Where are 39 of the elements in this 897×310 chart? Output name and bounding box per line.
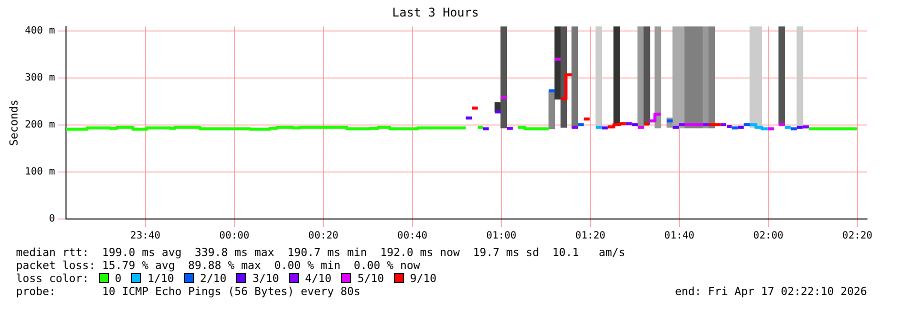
bar — [644, 26, 650, 125]
legend-label: 5/10 — [357, 272, 384, 285]
y-tick-label: 0 — [48, 214, 55, 225]
x-tick-label: 00:20 — [308, 230, 338, 242]
legend-label: 3/10 — [252, 272, 279, 285]
legend-label: 0 — [114, 272, 122, 285]
x-tick-label: 02:20 — [842, 230, 872, 242]
bar — [572, 26, 578, 128]
chart-title: Last 3 Hours — [392, 5, 479, 20]
x-tick-label: 23:40 — [130, 230, 160, 242]
text: probe: 10 ICMP Echo Pings (56 Bytes) every 80s — [16, 285, 360, 298]
x-tick-label: 01:00 — [486, 230, 516, 242]
bar — [548, 90, 556, 130]
x-tick-label: 01:20 — [575, 230, 606, 242]
y-tick-label: 100 m — [24, 166, 55, 178]
bar — [778, 26, 785, 125]
legend-label: 9/10 — [410, 272, 436, 285]
text: end: Fri Apr 17 02:22:10 2026 — [674, 285, 867, 298]
bar — [596, 26, 602, 127]
y-axis-title: Seconds — [7, 100, 20, 146]
x-tick-label: 02:00 — [753, 230, 784, 242]
y-tick-label: 300 m — [24, 72, 55, 84]
bar — [708, 26, 716, 128]
text: median rtt: 199.0 ms avg 339.8 ms max 190.7 ms min 192.0 ms now 19.7 ms sd 10.1 am/s — [16, 246, 626, 259]
x-tick-label: 01:40 — [664, 230, 694, 242]
x-tick-label: 00:40 — [397, 230, 428, 242]
legend-title: loss color: — [16, 272, 89, 285]
bar — [796, 26, 804, 128]
legend-label: 2/10 — [200, 272, 226, 285]
bar — [613, 26, 620, 125]
y-tick-label: 400 m — [24, 26, 55, 37]
text: packet loss: 15.79 % avg 89.88 % max 0.00 % min 0.00 % now — [16, 259, 421, 272]
legend-label: 1/10 — [147, 272, 174, 285]
bar — [654, 26, 662, 128]
bar — [500, 26, 507, 128]
legend-label: 4/10 — [304, 272, 332, 285]
bar — [637, 26, 644, 127]
y-tick-label: 200 m — [24, 120, 55, 131]
x-tick-label: 00:00 — [219, 230, 250, 242]
